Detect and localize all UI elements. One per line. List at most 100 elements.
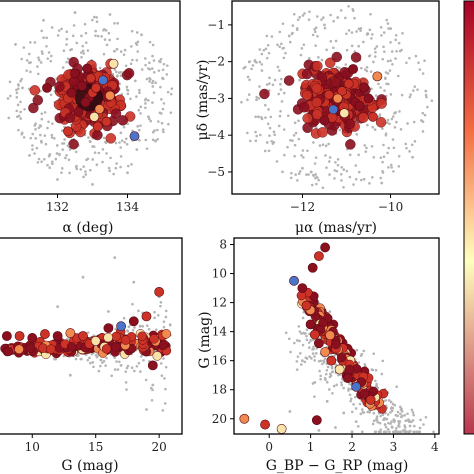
field-star [371,422,375,426]
field-star [126,164,130,168]
member-star [336,352,347,363]
field-star [97,369,101,373]
field-point [56,305,60,308]
field-star [298,352,302,355]
field-star [131,302,134,306]
member-star [301,68,313,80]
field-star [403,424,406,427]
member-point [90,335,101,346]
field-star [115,360,118,363]
field-star [319,374,322,378]
field-star [300,47,304,50]
field-star [387,399,391,402]
field-star [43,134,47,137]
field-point [362,177,366,181]
field-star [251,64,255,67]
field-star [267,51,271,55]
field-star [334,161,337,164]
field-star [320,58,324,62]
field-star [309,338,312,342]
field-star [80,55,83,59]
field-star [126,329,129,332]
field-star [119,131,123,135]
field-star [105,43,109,47]
field-point [419,119,423,122]
member-point [320,242,331,253]
field-star [298,78,301,82]
field-star [390,420,393,423]
field-star [151,43,155,47]
field-star [384,71,388,74]
field-star [86,331,90,334]
field-star [391,430,395,434]
field-star [360,408,364,411]
field-star [398,110,401,113]
field-star [379,414,383,418]
member-star [14,344,24,355]
field-point [145,408,148,411]
field-star [423,113,427,117]
field-star [399,128,403,131]
field-star [81,49,85,53]
y-tick-label: 18 [212,383,227,397]
field-star [386,72,390,75]
member-point [319,115,330,126]
field-star [148,61,151,65]
member-star [331,51,343,63]
field-star [74,357,78,361]
field-star [365,65,369,69]
field-star [267,108,270,111]
y-tick-label: 10 [212,267,227,281]
field-star [324,154,327,157]
field-star [113,22,116,25]
field-star [384,425,388,429]
field-star [387,166,390,169]
field-star [384,77,387,80]
field-star [314,26,318,30]
field-star [41,52,44,55]
field-star [305,338,309,342]
field-star [83,22,87,26]
member-point [307,262,318,273]
field-star [314,173,318,176]
field-star [391,115,395,118]
member-point [73,107,84,117]
field-star [260,69,264,72]
sky-position-ticks: 132 134 [46,194,139,214]
x-tick-label: 0 [265,440,273,454]
field-star [144,102,147,105]
field-star [380,372,384,376]
field-star [159,362,163,365]
member-star [344,364,355,375]
magnitude-dependence-frame [0,237,183,435]
field-star [289,350,292,354]
member-point [14,331,25,341]
field-star [412,413,415,417]
field-star [389,163,393,167]
field-star [423,59,426,62]
field-star [371,125,375,129]
field-star [122,316,126,320]
field-star [336,158,340,161]
field-star [36,72,40,76]
field-star [379,156,383,160]
field-star [54,357,58,361]
member-point [328,104,339,115]
field-star [263,149,267,153]
field-star [266,43,270,47]
field-star [74,165,78,169]
sky-position-xlabel: α (deg) [62,220,113,236]
field-star [323,26,327,30]
field-star [104,29,108,32]
field-star [6,97,10,100]
field-star [375,382,378,386]
field-star [399,430,403,434]
field-star [369,12,372,16]
field-star [264,116,267,119]
field-star [40,141,43,144]
field-star [144,378,148,382]
field-star [140,68,144,71]
field-star [372,60,375,64]
field-star [384,132,388,135]
